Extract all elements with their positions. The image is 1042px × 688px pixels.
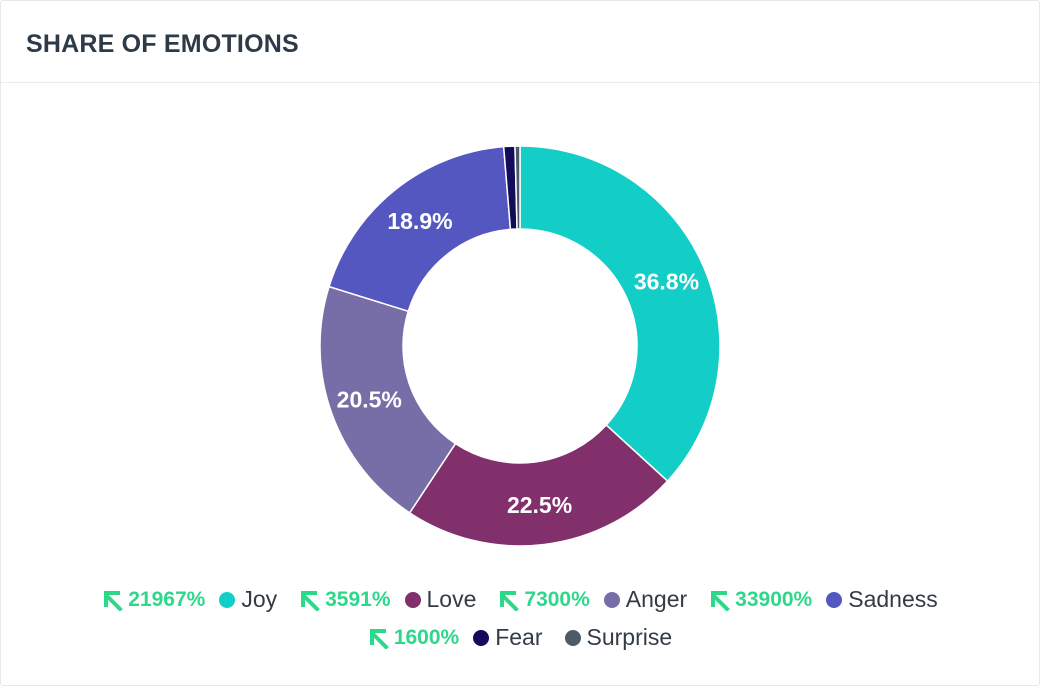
legend-item-sadness[interactable]: 33900% Sadness [709, 586, 938, 613]
change-value: 7300% [524, 587, 590, 611]
legend-swatch [564, 629, 581, 646]
legend-label: Surprise [586, 624, 673, 650]
legend-swatch [404, 591, 421, 608]
arrow-up-left-icon [104, 590, 124, 611]
legend-row-1: 21967% Joy 3591% Love 7300% Anger 33900% Sadnes… [0, 586, 1040, 613]
legend-row-2: 1600% Fear Surprise [0, 624, 1040, 651]
change-value: 3591% [325, 587, 391, 611]
legend-label: Joy [241, 586, 278, 612]
change-indicator: 33900% [709, 588, 812, 612]
slice-love[interactable] [408, 423, 669, 547]
legend-swatch [603, 591, 620, 608]
legend-item-joy[interactable]: 21967% Joy [102, 586, 277, 613]
change-value: 1600% [393, 625, 460, 649]
slice-label-sadness: 18.9% [387, 208, 452, 234]
change-indicator: 1600% [368, 626, 459, 650]
arrow-up-left-icon [369, 628, 389, 649]
arrow-up-left-icon [500, 590, 520, 611]
legend-label: Sadness [848, 586, 938, 612]
slice-label-anger: 20.5% [337, 387, 402, 413]
legend-item-anger[interactable]: 7300% Anger [498, 586, 687, 613]
legend-swatch [826, 591, 843, 608]
slice-label-love: 22.5% [507, 492, 572, 518]
slice-label-joy: 36.8% [634, 269, 699, 295]
card-header: SHARE OF EMOTIONS [1, 1, 1039, 83]
legend-item-love[interactable]: 3591% Love [299, 586, 476, 613]
legend-swatch [473, 629, 490, 646]
change-indicator: 3591% [299, 587, 391, 612]
change-value: 33900% [735, 587, 813, 611]
legend-swatch [219, 591, 236, 608]
legend-item-surprise[interactable]: Surprise [564, 624, 673, 651]
page-title: SHARE OF EMOTIONS [26, 30, 299, 58]
legend-label: Fear [495, 624, 543, 650]
slice-sadness[interactable] [328, 145, 512, 313]
donut-chart: 36.8% 22.5% 20.5% 18.9% [319, 145, 721, 547]
legend-label: Anger [625, 586, 688, 612]
change-value: 21967% [128, 587, 206, 611]
slice-joy[interactable] [519, 145, 721, 483]
arrow-up-left-icon [301, 590, 320, 611]
legend-item-fear[interactable]: 1600% Fear [368, 624, 543, 651]
change-indicator: 7300% [498, 587, 590, 612]
arrow-up-left-icon [711, 590, 730, 611]
slice-surprise[interactable] [514, 145, 521, 230]
slice-anger[interactable] [319, 285, 457, 514]
change-indicator: 21967% [102, 588, 205, 612]
legend-label: Love [426, 586, 477, 612]
